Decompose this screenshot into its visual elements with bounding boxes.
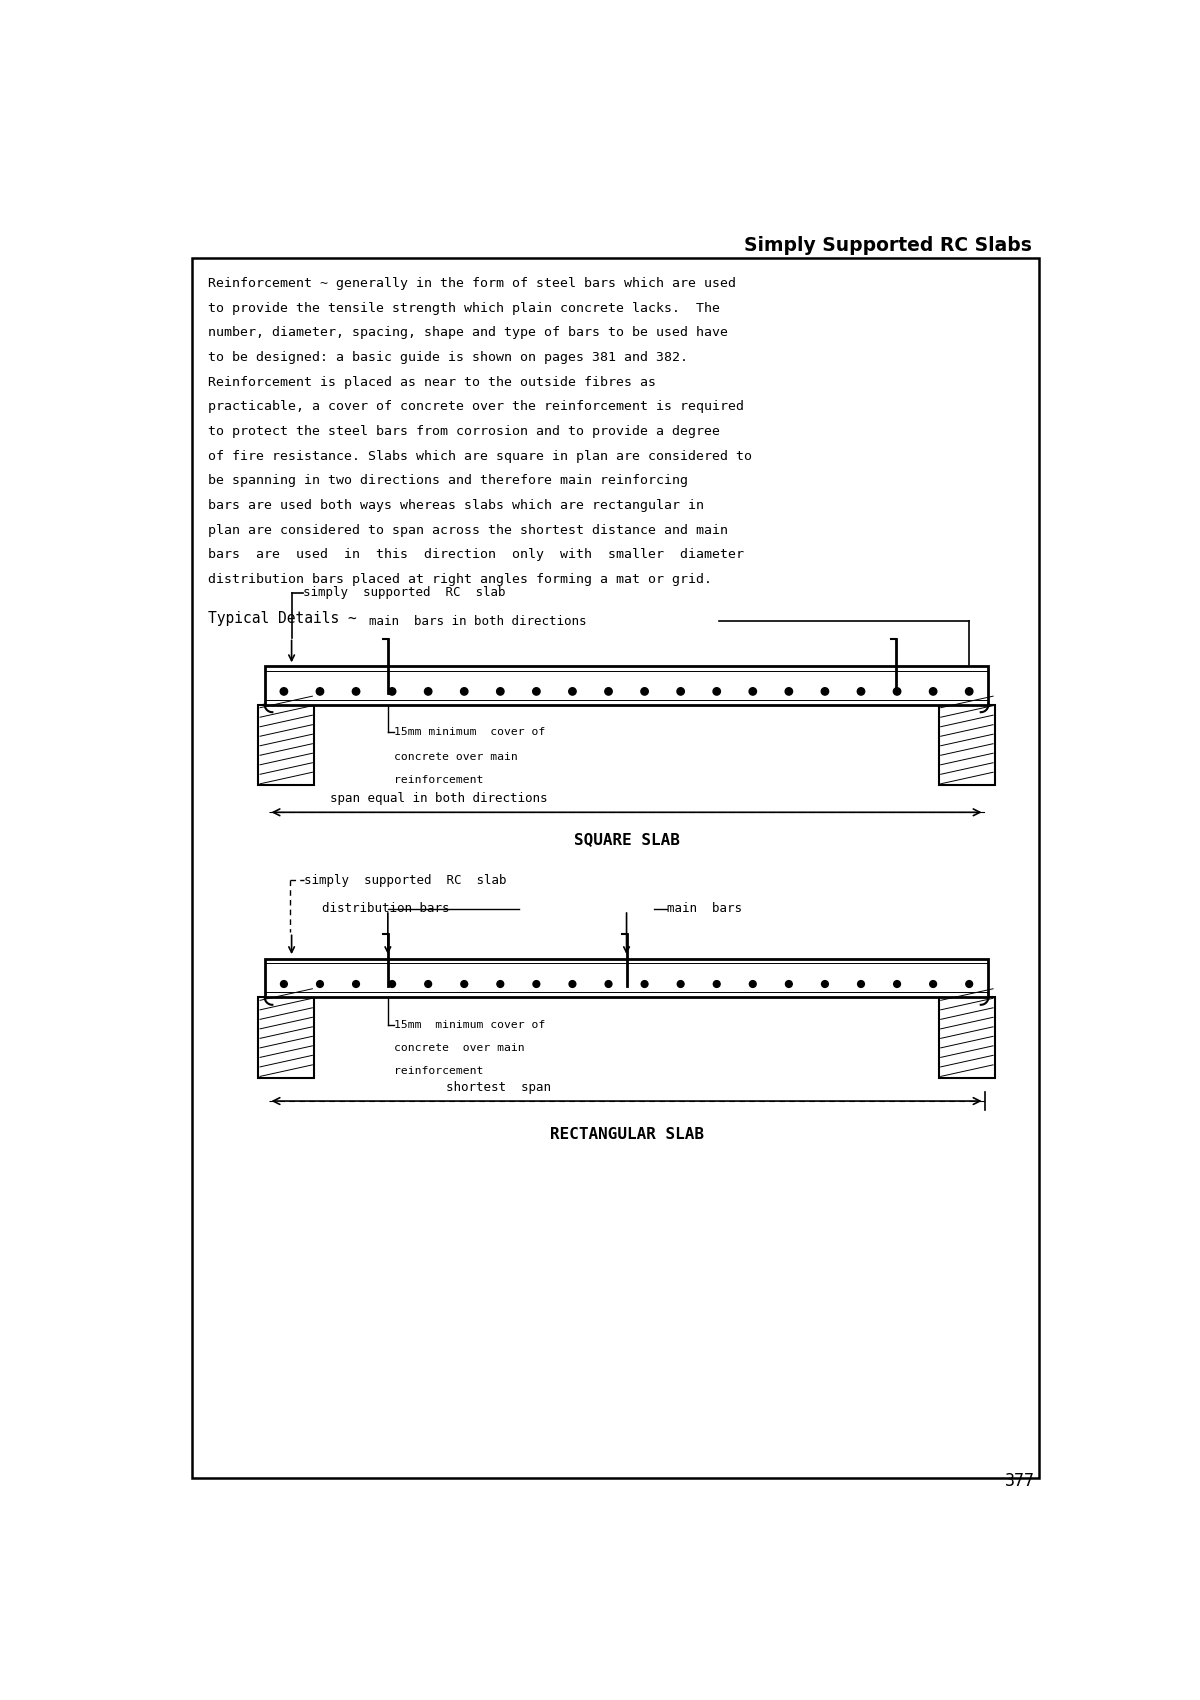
Circle shape: [461, 981, 468, 988]
Circle shape: [858, 981, 864, 988]
Circle shape: [893, 688, 901, 695]
Text: SQUARE SLAB: SQUARE SLAB: [574, 831, 679, 847]
Text: of fire resistance. Slabs which are square in plan are considered to: of fire resistance. Slabs which are squa…: [209, 449, 752, 462]
Bar: [265, 666, 989, 704]
FancyBboxPatch shape: [192, 258, 1038, 1479]
Text: bars are used both ways whereas slabs which are rectangular in: bars are used both ways whereas slabs wh…: [209, 498, 704, 512]
Text: Simply Supported RC Slabs: Simply Supported RC Slabs: [744, 236, 1032, 255]
Text: Reinforcement ~ generally in the form of steel bars which are used: Reinforcement ~ generally in the form of…: [209, 277, 737, 291]
Circle shape: [497, 981, 504, 988]
Text: bars  are  used  in  this  direction  only  with  smaller  diameter: bars are used in this direction only wit…: [209, 547, 744, 561]
Circle shape: [641, 688, 648, 695]
Text: RECTANGULAR SLAB: RECTANGULAR SLAB: [550, 1127, 703, 1142]
Circle shape: [281, 688, 288, 695]
Circle shape: [317, 688, 324, 695]
Text: plan are considered to span across the shortest distance and main: plan are considered to span across the s…: [209, 524, 728, 537]
Text: practicable, a cover of concrete over the reinforcement is required: practicable, a cover of concrete over th…: [209, 401, 744, 413]
Text: main  bars: main bars: [667, 903, 743, 915]
Circle shape: [785, 688, 792, 695]
Circle shape: [389, 981, 396, 988]
Text: distribution bars: distribution bars: [323, 903, 450, 915]
Circle shape: [894, 981, 900, 988]
Text: concrete  over main: concrete over main: [394, 1042, 524, 1052]
Circle shape: [713, 981, 720, 988]
Text: 15mm  minimum cover of: 15mm minimum cover of: [394, 1020, 545, 1030]
Circle shape: [641, 981, 648, 988]
Bar: [258, 704, 314, 785]
Text: Typical Details ~: Typical Details ~: [209, 612, 358, 626]
Circle shape: [821, 688, 829, 695]
Circle shape: [569, 981, 576, 988]
Circle shape: [425, 981, 432, 988]
Circle shape: [786, 981, 792, 988]
Text: span equal in both directions: span equal in both directions: [330, 792, 547, 804]
Circle shape: [605, 688, 612, 695]
Circle shape: [677, 981, 684, 988]
Circle shape: [750, 981, 756, 988]
Text: concrete over main: concrete over main: [394, 751, 517, 762]
Text: 15mm minimum  cover of: 15mm minimum cover of: [394, 728, 545, 738]
Text: Reinforcement is placed as near to the outside fibres as: Reinforcement is placed as near to the o…: [209, 376, 656, 389]
Bar: [258, 998, 314, 1078]
Circle shape: [425, 688, 432, 695]
Circle shape: [461, 688, 468, 695]
Text: reinforcement: reinforcement: [394, 1066, 484, 1076]
Text: 377: 377: [1004, 1472, 1034, 1489]
Circle shape: [966, 688, 973, 695]
Circle shape: [353, 981, 360, 988]
Circle shape: [822, 981, 828, 988]
Text: simply  supported  RC  slab: simply supported RC slab: [304, 586, 505, 600]
Circle shape: [317, 981, 323, 988]
Text: reinforcement: reinforcement: [394, 775, 484, 785]
Circle shape: [353, 688, 360, 695]
Circle shape: [677, 688, 684, 695]
Text: to be designed: a basic guide is shown on pages 381 and 382.: to be designed: a basic guide is shown o…: [209, 352, 689, 364]
Text: main  bars in both directions: main bars in both directions: [368, 615, 586, 627]
Bar: [940, 998, 995, 1078]
Text: shortest  span: shortest span: [445, 1081, 551, 1093]
Circle shape: [533, 981, 540, 988]
Text: number, diameter, spacing, shape and type of bars to be used have: number, diameter, spacing, shape and typ…: [209, 326, 728, 340]
Text: to provide the tensile strength which plain concrete lacks.  The: to provide the tensile strength which pl…: [209, 303, 720, 314]
Text: be spanning in two directions and therefore main reinforcing: be spanning in two directions and theref…: [209, 474, 689, 488]
Circle shape: [966, 981, 972, 988]
Circle shape: [281, 981, 287, 988]
Circle shape: [497, 688, 504, 695]
Circle shape: [605, 981, 612, 988]
Circle shape: [857, 688, 865, 695]
Bar: [265, 959, 989, 998]
Text: distribution bars placed at right angles forming a mat or grid.: distribution bars placed at right angles…: [209, 573, 713, 586]
Circle shape: [533, 688, 540, 695]
Circle shape: [713, 688, 720, 695]
Text: to protect the steel bars from corrosion and to provide a degree: to protect the steel bars from corrosion…: [209, 425, 720, 439]
Circle shape: [930, 981, 936, 988]
Text: simply  supported  RC  slab: simply supported RC slab: [304, 874, 506, 887]
Circle shape: [930, 688, 937, 695]
Bar: [940, 704, 995, 785]
Circle shape: [569, 688, 576, 695]
Circle shape: [389, 688, 396, 695]
Circle shape: [749, 688, 756, 695]
